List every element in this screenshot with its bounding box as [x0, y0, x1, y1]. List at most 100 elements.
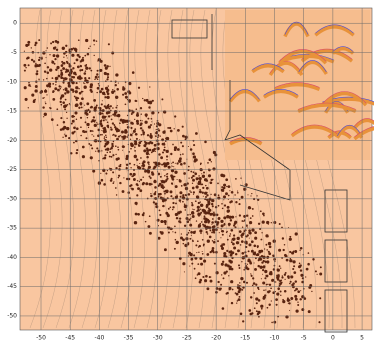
dot	[28, 81, 30, 84]
dot	[65, 44, 68, 47]
dot	[42, 97, 45, 99]
dot	[301, 275, 303, 277]
dot	[237, 190, 239, 192]
dot	[52, 98, 56, 101]
dot	[171, 175, 174, 179]
dot	[130, 133, 133, 137]
dot	[267, 223, 269, 225]
dot	[157, 129, 161, 132]
dot	[100, 87, 104, 91]
box	[324, 189, 348, 233]
dot	[265, 243, 268, 246]
dot	[199, 162, 202, 165]
dot	[232, 224, 236, 227]
dot	[46, 77, 48, 80]
dot	[195, 132, 198, 135]
dot	[268, 245, 272, 249]
dot	[210, 161, 213, 163]
dot	[130, 113, 133, 115]
x-tick-label: -30	[153, 335, 163, 342]
dot	[236, 293, 238, 296]
dot	[158, 123, 162, 127]
dot	[197, 201, 200, 205]
y-tick-label: -25	[7, 166, 17, 173]
dot	[180, 185, 183, 187]
dot	[73, 47, 77, 51]
dot	[133, 154, 137, 159]
dot	[172, 231, 174, 233]
dot	[201, 173, 203, 175]
dot	[222, 195, 227, 199]
dot	[319, 272, 323, 276]
dot	[261, 220, 265, 224]
dot	[64, 77, 68, 81]
dot	[119, 122, 121, 124]
dot	[209, 181, 213, 185]
dot	[289, 257, 292, 260]
dot	[174, 225, 176, 228]
dot	[200, 203, 204, 207]
dot	[139, 189, 143, 193]
dot	[61, 63, 64, 65]
dot	[283, 243, 286, 246]
dot	[209, 250, 212, 254]
dot	[257, 286, 260, 289]
dot	[167, 231, 170, 234]
dot	[139, 107, 143, 110]
dot	[198, 175, 200, 177]
dot	[188, 165, 190, 168]
dot	[226, 238, 229, 241]
dot	[149, 176, 152, 180]
dot	[97, 83, 100, 85]
contour	[156, 9, 181, 329]
dot	[91, 90, 93, 93]
dot	[102, 157, 104, 160]
dot	[45, 50, 47, 52]
dot	[178, 159, 182, 163]
stripe-edge	[291, 124, 338, 135]
dot	[146, 152, 148, 155]
dot	[262, 265, 266, 268]
dot	[223, 199, 225, 201]
dot	[83, 131, 86, 134]
dot	[231, 215, 235, 219]
dot	[150, 124, 152, 126]
dot	[261, 232, 263, 234]
dot	[167, 165, 171, 169]
dot	[244, 229, 247, 232]
dot	[81, 68, 84, 72]
dot	[205, 184, 207, 187]
dot	[59, 100, 62, 104]
y-tick-label: -50	[7, 312, 17, 319]
dot	[23, 69, 26, 72]
y-tick-label: -5	[11, 49, 17, 56]
dot	[125, 177, 129, 181]
dot	[220, 283, 223, 286]
dot	[85, 38, 89, 43]
dot	[248, 260, 252, 263]
dot	[199, 164, 202, 166]
dot	[204, 279, 208, 283]
dot	[146, 197, 149, 200]
dot	[203, 215, 206, 218]
dot	[154, 161, 158, 165]
dot	[165, 211, 169, 215]
dot	[80, 90, 83, 93]
dot	[224, 263, 228, 267]
dot	[202, 171, 206, 174]
dot	[30, 47, 33, 49]
dot	[307, 310, 311, 314]
x-tick-label: 0	[331, 335, 335, 342]
dot	[90, 105, 93, 109]
dot	[298, 262, 301, 265]
dot	[222, 174, 226, 178]
dot	[187, 242, 190, 245]
dot	[257, 259, 260, 262]
dot	[212, 167, 216, 171]
dot	[173, 128, 175, 130]
contour	[134, 9, 157, 329]
dot	[103, 183, 106, 186]
dot	[116, 114, 119, 117]
dot	[249, 221, 253, 225]
